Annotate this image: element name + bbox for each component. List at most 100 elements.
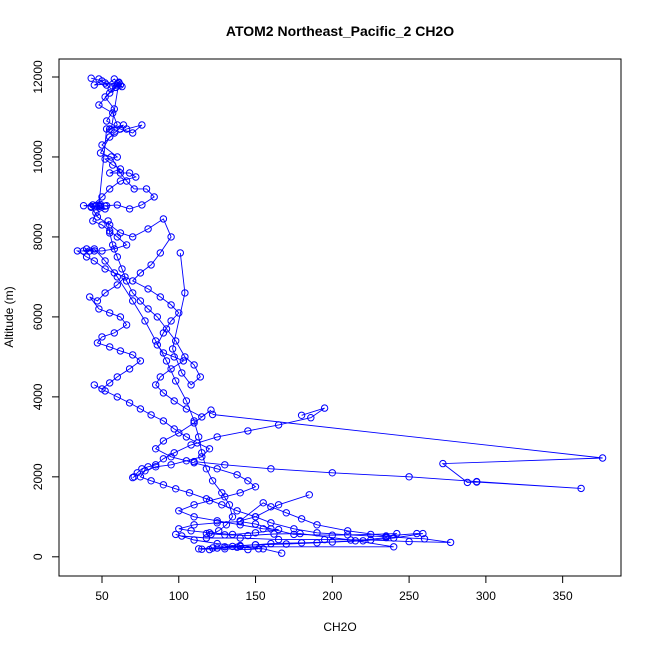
data-point <box>282 509 290 517</box>
data-point <box>144 225 152 233</box>
data-point <box>344 527 352 535</box>
data-point <box>147 477 155 485</box>
data-point <box>116 169 125 177</box>
data-point <box>297 411 306 419</box>
data-point <box>167 233 175 241</box>
data-point <box>152 463 160 471</box>
data-point <box>121 273 129 281</box>
data-point <box>142 185 151 193</box>
data-point <box>106 221 114 229</box>
data-point <box>208 410 217 419</box>
data-point <box>175 309 183 317</box>
series-layer <box>73 74 607 557</box>
data-point <box>320 404 329 412</box>
data-point <box>187 381 195 389</box>
data-point <box>87 74 95 82</box>
data-point <box>167 461 175 469</box>
data-point <box>125 365 134 373</box>
data-point <box>113 253 122 261</box>
data-point <box>205 497 214 505</box>
data-point <box>172 337 180 345</box>
data-point <box>129 233 137 241</box>
data-point <box>296 529 304 538</box>
data-point <box>213 433 221 441</box>
x-tick-label: 50 <box>95 589 109 603</box>
data-point <box>215 527 223 535</box>
data-point <box>129 129 137 137</box>
data-point <box>195 545 203 553</box>
x-axis-label: CH2O <box>323 620 356 634</box>
y-tick-label: 12000 <box>31 60 45 94</box>
data-point <box>113 201 122 209</box>
data-point <box>175 429 183 437</box>
data-point <box>122 277 131 285</box>
data-point <box>153 313 162 321</box>
data-point <box>101 202 109 210</box>
data-point <box>156 373 165 381</box>
data-point <box>251 541 260 549</box>
data-point <box>159 437 168 445</box>
data-point <box>106 229 114 237</box>
data-point <box>170 397 178 405</box>
data-point <box>198 449 206 457</box>
series-line <box>83 248 233 535</box>
data-point <box>153 341 162 349</box>
data-point <box>122 241 131 249</box>
data-point <box>178 369 186 377</box>
data-point <box>195 433 203 441</box>
data-point <box>122 125 131 133</box>
data-point <box>116 313 125 321</box>
data-point <box>167 301 175 309</box>
data-point <box>267 539 275 548</box>
data-point <box>213 544 221 552</box>
data-point <box>129 297 137 305</box>
series-group <box>79 245 237 539</box>
y-tick-label: 8000 <box>31 223 45 250</box>
data-point <box>236 517 244 525</box>
data-point <box>207 530 215 539</box>
data-point <box>130 185 138 193</box>
data-point <box>116 347 125 355</box>
data-point <box>233 507 241 515</box>
data-point <box>274 501 283 509</box>
data-point <box>159 417 168 425</box>
data-point <box>82 253 91 261</box>
x-tick-label: 100 <box>169 589 189 603</box>
series-line <box>75 78 451 554</box>
data-point <box>102 125 111 133</box>
data-point <box>390 543 398 551</box>
series-group <box>87 74 401 554</box>
data-point <box>136 357 145 365</box>
data-point <box>92 202 100 210</box>
data-point <box>90 245 99 253</box>
data-point <box>218 501 226 509</box>
data-point <box>136 269 145 277</box>
data-point <box>93 339 102 347</box>
data-point <box>473 477 481 486</box>
data-point <box>187 527 195 535</box>
data-point <box>129 473 137 482</box>
data-point <box>172 485 180 493</box>
data-point <box>113 273 122 281</box>
x-tick-label: 250 <box>399 589 419 603</box>
data-point <box>109 109 117 117</box>
data-point <box>113 393 122 401</box>
data-point <box>202 529 211 538</box>
data-point <box>159 481 168 489</box>
data-point <box>176 249 185 257</box>
data-point <box>259 499 267 507</box>
data-point <box>118 265 126 273</box>
y-tick-label: 10000 <box>31 140 45 174</box>
data-point <box>152 461 160 469</box>
data-point <box>101 93 109 101</box>
data-point <box>382 532 390 540</box>
data-point <box>181 353 189 361</box>
data-point <box>307 414 315 422</box>
y-axis: 0 2000 4000 6000 8000 10000 12000 <box>31 60 60 560</box>
data-point <box>136 297 145 305</box>
data-point <box>181 289 189 297</box>
data-point <box>125 399 134 407</box>
data-point <box>138 121 146 129</box>
y-tick-label: 6000 <box>31 303 45 330</box>
